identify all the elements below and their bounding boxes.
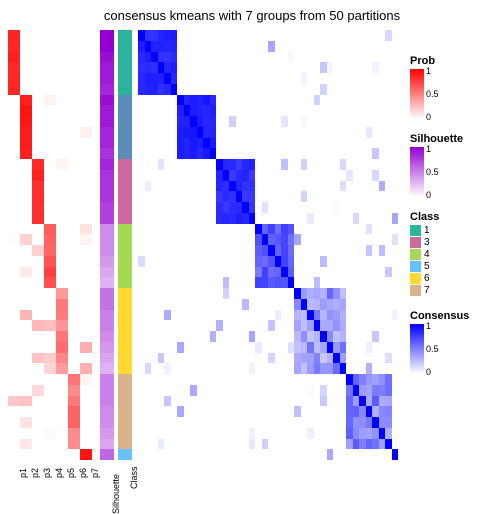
xlabel-p4: p4 [54, 468, 64, 478]
legend-sil-title: Silhouette [410, 133, 500, 145]
prob-col-p5 [56, 30, 68, 460]
page-title: consensus kmeans with 7 groups from 50 p… [0, 0, 504, 23]
silhouette-column [100, 30, 114, 460]
legend-class-items: 134567 [410, 225, 500, 296]
swatch-class-3 [410, 237, 421, 248]
legend-cons-gradient: 10.50 [410, 324, 424, 374]
xlabel-Silhouette: Silhouette [111, 474, 121, 514]
prob-columns [8, 30, 92, 460]
prob-col-p3 [32, 30, 44, 460]
xlabel-Class: Class [129, 466, 139, 489]
x-axis-labels: p1p2p3p4p5p6p7SilhouetteClass [8, 462, 138, 502]
legend-sil: Silhouette 10.50 [410, 133, 500, 197]
legend-class-title: Class [410, 211, 500, 223]
xlabel-p5: p5 [66, 468, 76, 478]
swatch-class-4 [410, 249, 421, 260]
xlabel-p6: p6 [78, 468, 88, 478]
swatch-class-1 [410, 225, 421, 236]
prob-col-p2 [20, 30, 32, 460]
legend-prob-gradient: 10.50 [410, 69, 424, 119]
legend-prob-title: Prob [410, 55, 500, 67]
swatch-class-6 [410, 273, 421, 284]
xlabel-p3: p3 [42, 468, 52, 478]
xlabel-p2: p2 [30, 468, 40, 478]
prob-col-p4 [44, 30, 56, 460]
prob-col-p7 [80, 30, 92, 460]
legend-cons: Consensus 10.50 [410, 310, 500, 374]
consensus-heatmap [138, 30, 398, 460]
legend-prob: Prob 10.50 [410, 55, 500, 119]
plot-area [8, 30, 408, 460]
class-column [118, 30, 132, 460]
xlabel-p7: p7 [90, 468, 100, 478]
legend-class: Class 134567 [410, 211, 500, 296]
legends: Prob 10.50 Silhouette 10.50 Class 134567… [410, 55, 500, 388]
xlabel-p1: p1 [18, 468, 28, 478]
swatch-class-5 [410, 261, 421, 272]
swatch-class-7 [410, 285, 421, 296]
prob-col-p6 [68, 30, 80, 460]
legend-cons-title: Consensus [410, 310, 500, 322]
prob-col-p1 [8, 30, 20, 460]
legend-sil-gradient: 10.50 [410, 147, 424, 197]
